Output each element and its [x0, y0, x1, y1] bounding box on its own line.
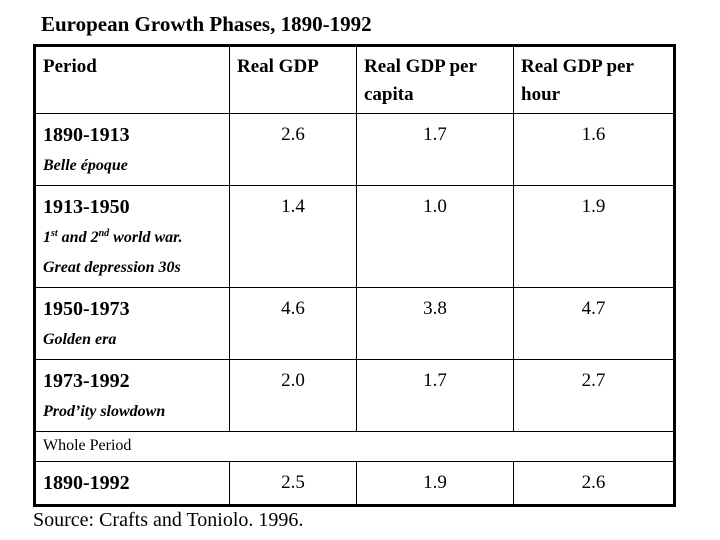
period-cell: 1950-1973 Golden era — [34, 287, 230, 360]
note-text: and 2 — [57, 229, 99, 246]
value-cell: 4.6 — [229, 287, 357, 360]
source-note: Source: Crafts and Toniolo. 1996. — [33, 509, 304, 531]
value-cell: 3.8 — [356, 287, 514, 360]
value-cell: 1.6 — [513, 113, 675, 186]
table-row: 1950-1973 Golden era 4.6 3.8 4.7 — [34, 287, 675, 360]
note-text: 1 — [43, 229, 51, 246]
note-sup: st — [51, 228, 58, 239]
header-gdp-per-hour: Real GDP per hour — [513, 45, 675, 114]
period-note: Prod’ity slowdown — [43, 403, 166, 420]
period-note: 1st and 2nd world war. — [43, 223, 222, 253]
period-label: 1913-1950 — [43, 196, 130, 218]
header-period: Period — [34, 45, 230, 114]
growth-table: Period Real GDP Real GDP per capita Real… — [33, 44, 676, 507]
period-label: 1890-1913 — [43, 124, 130, 146]
note-sup: nd — [98, 228, 110, 239]
whole-period-row: Whole Period — [34, 431, 675, 462]
table-row: 1890-1913 Belle époque 2.6 1.7 1.6 — [34, 113, 675, 186]
value-cell: 1.4 — [229, 185, 357, 288]
value-cell: 4.7 — [513, 287, 675, 360]
value-cell: 2.5 — [229, 461, 357, 506]
header-gdp-per-capita: Real GDP per capita — [356, 45, 514, 114]
value-cell: 2.0 — [229, 359, 357, 432]
period-note: Golden era — [43, 331, 117, 348]
period-cell: 1913-1950 1st and 2nd world war. Great d… — [34, 185, 230, 288]
period-label: 1973-1992 — [43, 370, 130, 392]
whole-period-label: Whole Period — [34, 431, 675, 462]
period-cell: 1973-1992 Prod’ity slowdown — [34, 359, 230, 432]
value-cell: 1.7 — [356, 113, 514, 186]
table-row: 1913-1950 1st and 2nd world war. Great d… — [34, 185, 675, 288]
table-row: 1973-1992 Prod’ity slowdown 2.0 1.7 2.7 — [34, 359, 675, 432]
header-real-gdp: Real GDP — [229, 45, 357, 114]
period-note: Great depression 30s — [43, 259, 181, 276]
period-label: 1950-1973 — [43, 298, 130, 320]
period-label: 1890-1992 — [43, 472, 130, 494]
value-cell: 2.7 — [513, 359, 675, 432]
period-cell: 1890-1992 — [34, 461, 230, 506]
value-cell: 1.0 — [356, 185, 514, 288]
note-text: world war. — [109, 229, 183, 246]
header-row: Period Real GDP Real GDP per capita Real… — [34, 45, 675, 114]
value-cell: 2.6 — [513, 461, 675, 506]
period-cell: 1890-1913 Belle époque — [34, 113, 230, 186]
value-cell: 1.7 — [356, 359, 514, 432]
value-cell: 1.9 — [356, 461, 514, 506]
slide-title: European Growth Phases, 1890-1992 — [41, 12, 372, 36]
total-row: 1890-1992 2.5 1.9 2.6 — [34, 461, 675, 506]
value-cell: 1.9 — [513, 185, 675, 288]
period-note: Belle époque — [43, 157, 128, 174]
value-cell: 2.6 — [229, 113, 357, 186]
